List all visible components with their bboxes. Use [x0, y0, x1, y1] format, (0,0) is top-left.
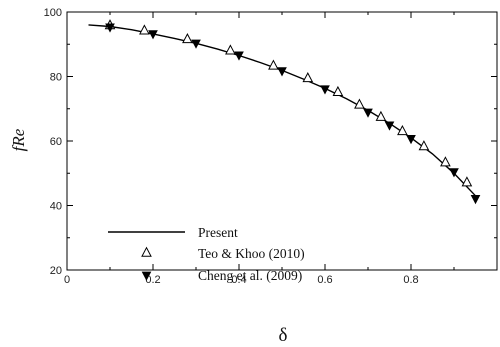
- marker-teo-khoo: [418, 140, 430, 151]
- marker-teo-khoo: [139, 24, 150, 35]
- axes: 0 0.2 0.4 0.6 0.8 20 40 60 80 100: [44, 7, 498, 286]
- x-tick-label: 0.4: [231, 274, 246, 286]
- marker-cheng: [470, 195, 481, 205]
- y-tick-label: 40: [50, 201, 62, 213]
- legend-label-present: Present: [198, 225, 238, 240]
- marker-cheng: [148, 30, 158, 40]
- legend: Present Teo & Khoo (2010) Cheng et al. (20…: [108, 225, 305, 283]
- marker-cheng: [449, 168, 459, 178]
- marker-teo-khoo: [375, 110, 387, 121]
- marker-teo-khoo: [332, 85, 344, 97]
- x-tick-label: 0: [64, 274, 70, 286]
- marker-cheng: [320, 85, 330, 95]
- y-axis-label: fRe: [9, 128, 28, 151]
- marker-cheng: [277, 67, 287, 77]
- legend-label-teo-khoo: Teo & Khoo (2010): [198, 246, 305, 261]
- legend-swatch-teo-khoo: [141, 246, 152, 257]
- marker-teo-khoo: [461, 176, 473, 187]
- marker-teo-khoo: [302, 72, 314, 83]
- marker-teo-khoo: [397, 124, 408, 136]
- y-tick-label: 60: [50, 136, 62, 148]
- marker-cheng: [234, 51, 244, 61]
- x-tick-label: 0.8: [403, 274, 418, 286]
- marker-teo-khoo: [440, 156, 451, 167]
- marker-cheng: [406, 135, 416, 145]
- legend-swatch-cheng: [141, 271, 152, 281]
- x-axis-label: δ: [279, 325, 288, 346]
- marker-cheng: [384, 121, 395, 131]
- plot-area: [88, 19, 481, 205]
- x-tick-label: 0.6: [317, 274, 332, 286]
- y-tick-label: 20: [50, 265, 62, 277]
- marker-cheng: [191, 39, 201, 49]
- x-tick-label: 0.2: [145, 274, 160, 286]
- marker-teo-khoo: [268, 59, 279, 70]
- marker-teo-khoo: [225, 44, 236, 55]
- series-line-present: [88, 24, 477, 197]
- marker-cheng: [105, 23, 115, 33]
- y-tick-label: 80: [50, 72, 62, 84]
- y-tick-label: 100: [44, 7, 62, 19]
- marker-teo-khoo: [354, 98, 365, 109]
- legend-label-cheng: Cheng et al. (2009): [198, 268, 302, 283]
- marker-cheng: [363, 108, 373, 118]
- marker-teo-khoo: [182, 33, 193, 44]
